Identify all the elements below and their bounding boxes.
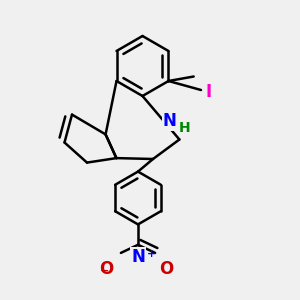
Text: N: N: [131, 248, 145, 266]
Text: N: N: [163, 112, 176, 130]
Text: I: I: [206, 82, 212, 100]
Text: O: O: [159, 260, 174, 278]
Text: −: −: [100, 266, 109, 276]
Text: +: +: [147, 249, 156, 259]
Text: O: O: [99, 260, 114, 278]
Text: H: H: [179, 121, 190, 134]
